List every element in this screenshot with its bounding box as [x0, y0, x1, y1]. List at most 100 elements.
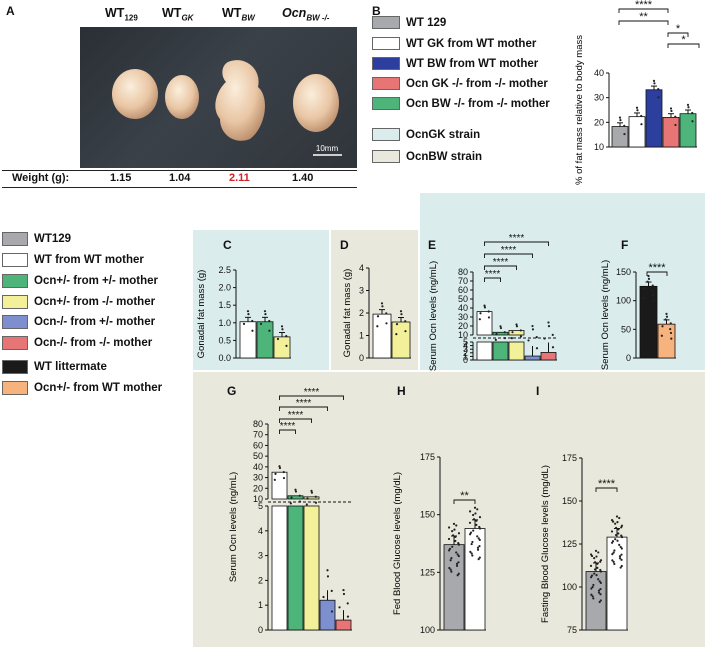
- data-point-I: [591, 595, 594, 598]
- data-point-I: [597, 589, 601, 592]
- legend-b-item-6: OcnBW strain: [372, 150, 482, 163]
- data-point-I: [620, 564, 623, 568]
- data-point-D: [380, 302, 384, 305]
- data-point-G: [289, 502, 292, 505]
- data-point-B: [670, 109, 673, 113]
- data-point-I: [619, 545, 622, 549]
- data-point-I: [610, 541, 614, 544]
- data-point-F: [660, 334, 663, 337]
- sig-G-2-label: ****: [288, 410, 304, 421]
- bar-lower-G-0: [271, 505, 288, 631]
- y-tick-label-G: 60: [253, 440, 263, 450]
- legend-main-label: Ocn-/- from +/- mother: [34, 316, 156, 328]
- data-point-G: [273, 478, 276, 481]
- data-point-E: [535, 336, 538, 339]
- data-point-D: [385, 312, 388, 315]
- panel-ef-background: [420, 193, 705, 370]
- data-point-H: [478, 515, 482, 519]
- data-point-I: [596, 562, 599, 565]
- legend-main-label: Ocn+/- from WT mother: [34, 382, 163, 394]
- data-point-C: [259, 322, 263, 325]
- sig-f: [646, 271, 668, 276]
- y-tick-label-E: 1: [463, 351, 468, 361]
- data-point-I: [613, 549, 616, 552]
- data-point-E: [487, 310, 490, 313]
- data-point-I: [614, 533, 618, 537]
- data-point-E: [503, 337, 507, 340]
- bar-upper-G-0: [271, 471, 288, 500]
- data-point-F: [651, 284, 654, 287]
- data-point-C: [280, 325, 284, 328]
- data-point-I: [591, 585, 594, 589]
- data-point-H: [457, 554, 460, 558]
- sig-b-2-label: **: [639, 11, 648, 23]
- y-tick-label-E: 3: [463, 344, 468, 354]
- y-tick-label-G: 5: [258, 501, 263, 511]
- data-point-B: [691, 120, 694, 123]
- data-point-I: [598, 580, 601, 583]
- data-point-C: [242, 322, 246, 325]
- data-point-I: [614, 538, 617, 541]
- data-point-H: [475, 519, 478, 522]
- data-point-B: [640, 114, 643, 118]
- y-axis-label-G: Serum Ocn levels (ng/mL): [228, 472, 239, 582]
- data-point-E: [494, 338, 497, 341]
- y-tick-label-H: 100: [420, 625, 435, 635]
- data-point-H: [478, 538, 481, 542]
- data-point-B: [691, 111, 694, 115]
- y-tick-label-E: 40: [458, 303, 468, 313]
- data-point-G: [274, 472, 277, 475]
- sig-G-2: [279, 418, 312, 423]
- legend-main-item-7: Ocn+/- from WT mother: [2, 381, 162, 395]
- data-point-I: [616, 521, 619, 524]
- bar-I-0: [585, 571, 607, 631]
- data-point-G: [314, 501, 318, 504]
- data-point-F: [651, 290, 654, 293]
- sig-f-label: ****: [648, 262, 666, 274]
- data-point-B: [619, 118, 622, 122]
- data-point-H: [447, 526, 451, 529]
- data-point-E: [483, 306, 487, 309]
- data-point-H: [476, 508, 479, 511]
- bar-upper-E-1: [492, 331, 509, 336]
- data-point-I: [599, 593, 602, 596]
- legend-main-swatch: [2, 295, 28, 309]
- data-point-I: [611, 559, 614, 562]
- data-point-I: [589, 576, 593, 579]
- data-point-I: [597, 551, 600, 554]
- data-point-E: [510, 337, 513, 340]
- y-tick-label-D: 2: [359, 308, 364, 318]
- data-point-I: [618, 516, 621, 520]
- data-point-H: [450, 570, 453, 573]
- data-point-D: [381, 305, 384, 308]
- data-point-F: [647, 274, 650, 278]
- y-axis-label-D: Gonadal fat mass (g): [342, 269, 353, 358]
- data-point-E: [547, 321, 550, 324]
- sig-i-label: ****: [598, 478, 616, 490]
- data-point-C: [285, 334, 288, 338]
- legend-main-swatch: [2, 381, 28, 395]
- data-point-H: [454, 535, 457, 538]
- legend-b-label: OcnBW strain: [406, 150, 483, 163]
- bar-upper-G-2: [303, 496, 320, 500]
- data-point-I: [592, 597, 595, 600]
- bar-E-4: [540, 352, 557, 361]
- weight-row: Weight (g): 1.15 1.04 2.11 1.40: [2, 170, 357, 188]
- y-tick-label-D: 1: [359, 331, 364, 341]
- fat-pad-3: [215, 60, 265, 141]
- data-point-D: [376, 315, 380, 318]
- sig-G-1-label: ****: [280, 421, 296, 432]
- data-point-G: [322, 595, 325, 599]
- data-point-H: [456, 553, 459, 556]
- data-point-B: [652, 79, 656, 82]
- data-point-G: [310, 491, 314, 494]
- legend-main-swatch: [2, 274, 28, 288]
- legend-b-label: Ocn GK -/- from -/- mother: [406, 77, 548, 90]
- data-point-H: [447, 549, 451, 552]
- bar-lower-E-1: [492, 341, 509, 361]
- data-point-I: [613, 562, 616, 566]
- data-point-F: [670, 337, 673, 340]
- data-point-E: [479, 312, 482, 315]
- sig-h: [453, 499, 476, 504]
